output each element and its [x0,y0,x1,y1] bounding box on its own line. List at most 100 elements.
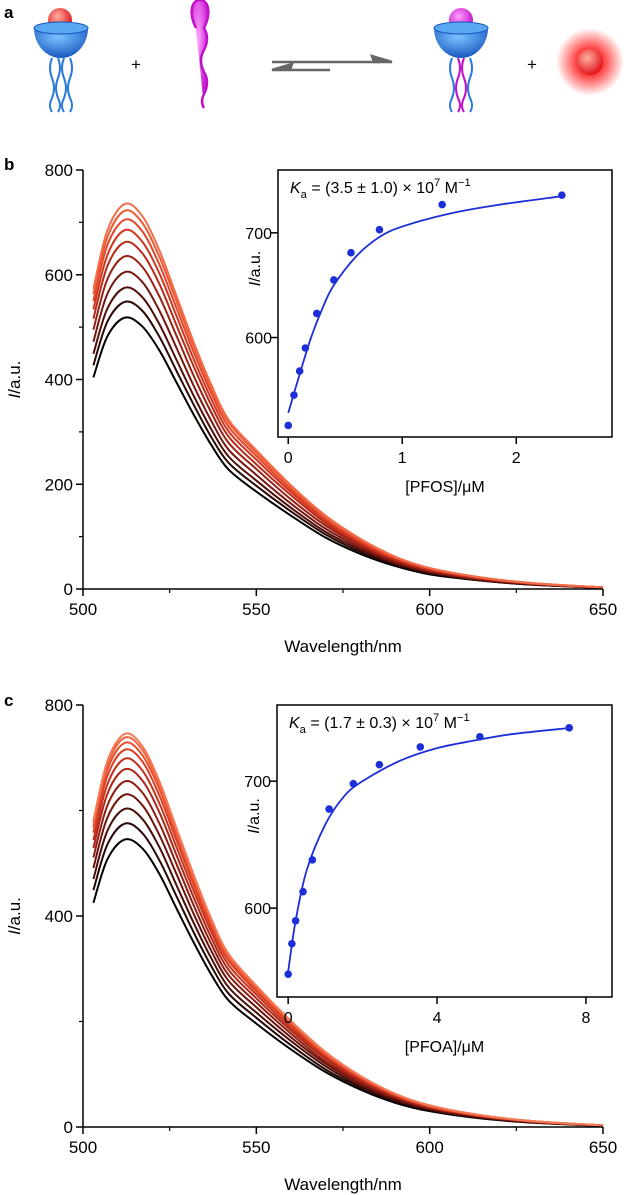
text-part: /a.u. [5,897,24,930]
text-part: K [290,180,302,197]
data-point [291,917,300,925]
inset-background [277,705,612,997]
plus: + [131,55,141,74]
x-axis-label: [PFOS]/μM [405,479,484,496]
x-tick-label: 2 [512,450,521,467]
inset-plot: 0 1 2 600 700 [PFOS]/μM I/a.u. Ka = (3.5 ± 1.0)… [245,169,613,496]
data-point [416,743,425,751]
y-tick-label: 700 [245,226,272,243]
x-tick-label: 500 [69,1138,97,1157]
text-part: a [300,724,307,736]
data-point [347,248,355,257]
x-tick-label: 0 [284,1010,293,1027]
cavitand-rim [433,21,489,35]
y-tick-label: 800 [45,696,73,715]
data-point [558,191,566,199]
y-tick-label: 0 [64,1118,73,1137]
data-point [349,779,358,788]
text-part: −1 [457,712,470,724]
host-guest-complex [49,57,73,113]
y-axis-label: I/a.u. [247,251,264,287]
x-tick-label: 1 [398,450,407,467]
cavitand [34,28,88,58]
cavitand [434,28,488,58]
data-point [375,760,384,769]
spectra-plot: 500 550 600 650 0 400 800 Wavelength/nm I/a.u. [5,696,617,1194]
data-point [325,805,333,813]
x-tick-label: 500 [69,600,97,619]
text-part: I [247,281,264,286]
data-point [288,939,296,948]
data-point [438,200,446,209]
y-tick-label: 0 [64,580,73,599]
cavitand-rim [33,21,89,35]
plot-frame [276,704,613,998]
y-tick-label: 200 [45,475,73,494]
y-tick-label: 600 [45,266,73,285]
text-part: 7 [433,712,439,724]
x-tick-label: 550 [242,1138,270,1157]
y-tick-label: 600 [245,331,272,348]
y-axis-label: I/a.u. [5,361,24,399]
panel-label: c [4,691,13,710]
fit-line [287,726,572,972]
y-tick-label: 600 [244,901,271,918]
spectrum-line [92,732,604,1127]
text-part: I [246,829,263,834]
scheme: + + [33,0,624,113]
text-part: M [439,715,457,732]
plot-frame [277,169,613,438]
x-tick-label: 650 [589,1138,617,1157]
data-point [290,391,298,399]
text-part: /a.u. [247,251,264,282]
x-axis-label: [PFOA]/μM [405,1039,484,1056]
text-part: −1 [458,177,471,189]
text-part: K [289,715,301,732]
x-tick-label: 0 [284,450,293,467]
data-point [330,276,338,284]
x-axis-label: Wavelength/nm [284,637,401,656]
y-tick-label: 700 [244,774,271,791]
panel-label: a [4,3,14,22]
text-part: /a.u. [246,798,263,829]
y-axis-label: I/a.u. [246,798,263,834]
complex-with-surfactant [449,57,473,113]
surfactant [190,0,210,109]
y-tick-label: 400 [45,371,73,390]
x-tick-label: 650 [589,600,617,619]
data-point [284,970,292,978]
data-point [295,367,304,375]
text-part: = (3.5 ± 1.0) × 10 [307,180,434,197]
plus: + [527,55,537,74]
inset-plot: 0 4 8 600 700 [PFOA]/μM I/a.u. Ka = (1.7 ± 0.3)… [244,704,613,1056]
annotation: Ka = (3.5 ± 1.0) × 107 M−1 [290,177,471,201]
x-tick-label: 4 [433,1010,442,1027]
spectrum-line [92,202,604,589]
inset-background [278,170,612,437]
data-point [284,421,293,430]
data-point [299,887,307,896]
text-part: 7 [434,177,440,189]
x-tick-label: 550 [242,600,270,619]
text-part: a [301,189,308,201]
panel-label: b [4,155,14,174]
text-part: M [440,180,458,197]
data-point [375,225,384,234]
annotation: Ka = (1.7 ± 0.3) × 107 M−1 [289,712,470,736]
x-axis-label: Wavelength/nm [284,1175,401,1194]
y-tick-label: 800 [45,161,73,180]
spectra-plot: 500 550 600 6500200400600800Wavelength/nmI/… [5,161,617,656]
x-tick-label: 8 [581,1010,590,1027]
data-point [312,309,321,318]
x-tick-label: 600 [415,1138,443,1157]
data-point [301,344,310,352]
y-axis-label: I/a.u. [5,897,24,935]
data-point [308,856,317,864]
text-part: I [5,393,24,398]
text-part: /a.u. [5,361,24,394]
y-tick-label: 400 [45,907,73,926]
free-dye [577,49,603,75]
text-part: = (1.7 ± 0.3) × 10 [306,715,433,732]
data-point [476,732,484,741]
